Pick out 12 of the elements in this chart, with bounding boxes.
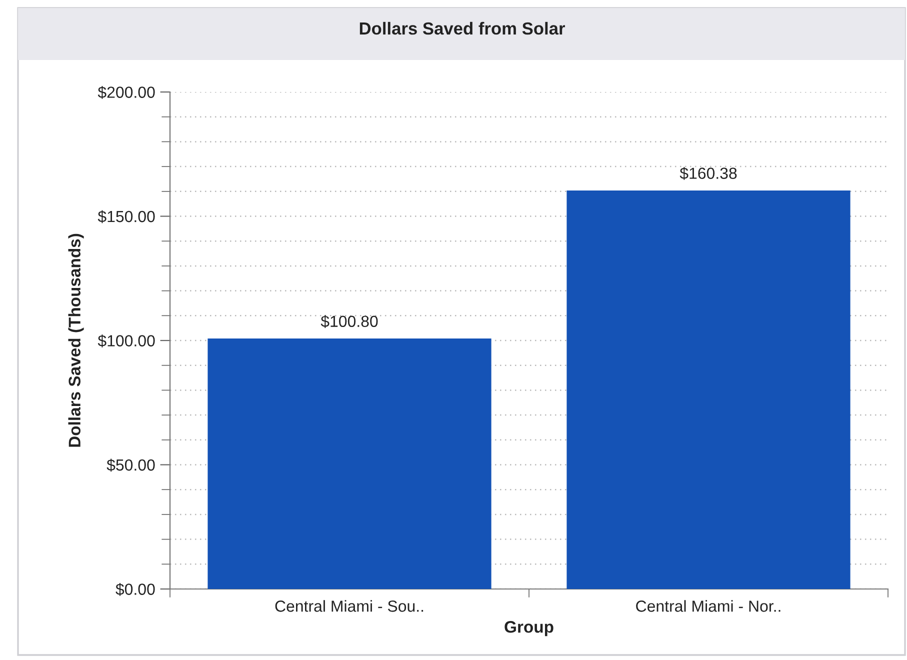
x-tick-label: Central Miami - Sou.. — [275, 600, 424, 612]
y-tick-label: $200.00 — [98, 86, 155, 99]
chart-title: Dollars Saved from Solar — [360, 22, 565, 35]
y-tick-label: $50.00 — [106, 458, 155, 472]
y-tick-label: $0.00 — [116, 582, 155, 596]
x-axis-title: Group — [504, 620, 554, 636]
y-axis-title: Dollars Saved (Thousands) — [68, 234, 84, 447]
data-label: $100.80 — [320, 315, 378, 328]
y-tick-label: $100.00 — [98, 334, 155, 348]
y-tick-label: $150.00 — [98, 210, 155, 224]
x-tick-label: Central Miami - Nor.. — [636, 600, 780, 612]
data-label: $160.38 — [680, 166, 737, 180]
